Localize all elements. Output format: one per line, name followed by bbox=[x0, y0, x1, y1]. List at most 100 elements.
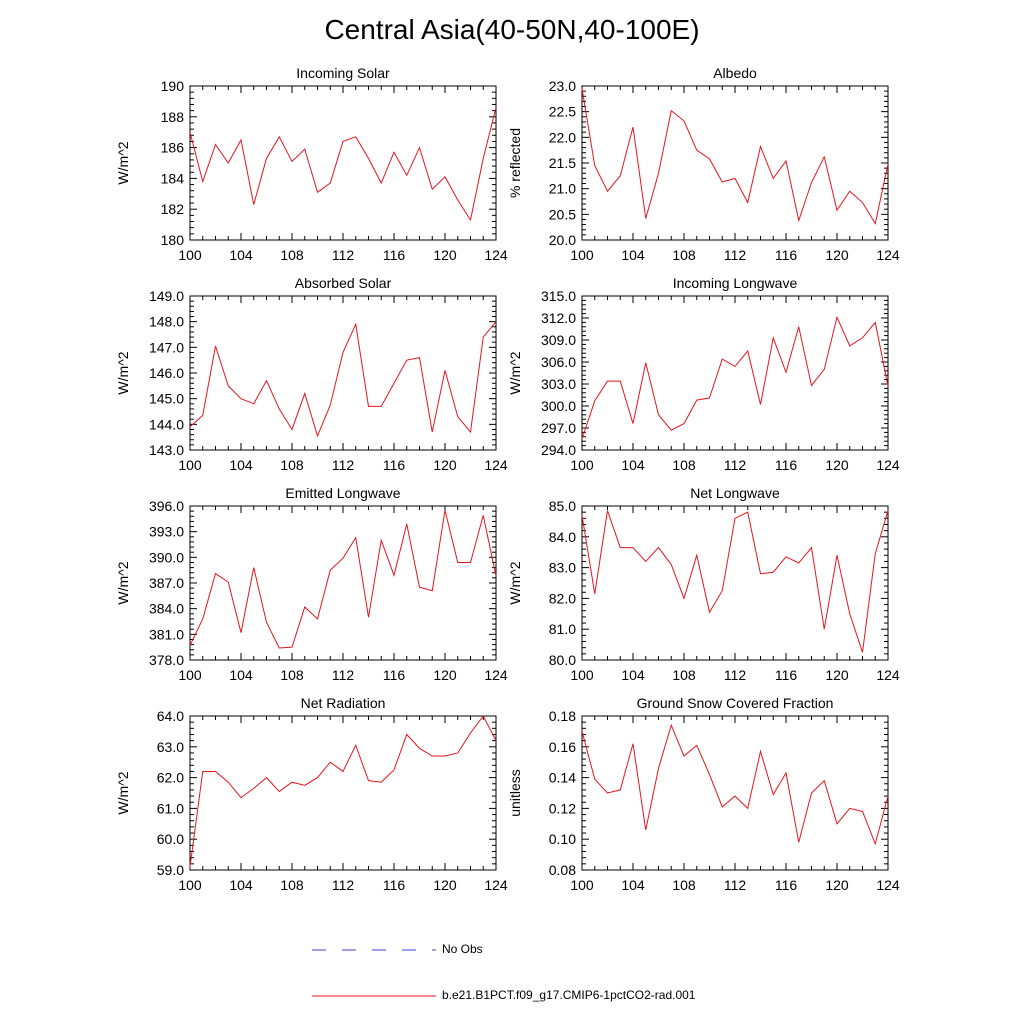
x-tick-label: 104 bbox=[229, 247, 253, 263]
x-tick-label: 100 bbox=[178, 457, 202, 473]
x-tick-label: 124 bbox=[484, 877, 508, 893]
x-tick-label: 124 bbox=[876, 667, 900, 683]
y-tick-label: 61.0 bbox=[157, 800, 184, 816]
x-tick-label: 100 bbox=[570, 877, 594, 893]
y-tick-label: 85.0 bbox=[549, 498, 576, 514]
y-tick-label: 80.0 bbox=[549, 652, 576, 668]
series-line-model bbox=[581, 88, 889, 225]
y-tick-label: 59.0 bbox=[157, 862, 184, 878]
x-tick-label: 120 bbox=[433, 247, 457, 263]
y-tick-label: 149.0 bbox=[149, 288, 184, 304]
legend-model-label: b.e21.B1PCT.f09_g17.CMIP6-1pctCO2-rad.00… bbox=[442, 988, 696, 1002]
y-axis-label: W/m^2 bbox=[115, 561, 131, 604]
y-tick-label: 21.5 bbox=[549, 155, 576, 171]
y-tick-label: 83.0 bbox=[549, 560, 576, 576]
y-tick-label: 300.0 bbox=[541, 398, 576, 414]
y-tick-label: 62.0 bbox=[157, 770, 184, 786]
series-line-model bbox=[189, 107, 497, 222]
series-line-model bbox=[189, 321, 497, 438]
panel-title: Absorbed Solar bbox=[295, 275, 392, 291]
x-tick-label: 120 bbox=[825, 457, 849, 473]
x-tick-label: 108 bbox=[672, 877, 696, 893]
y-tick-label: 188 bbox=[161, 109, 185, 125]
plot-frame bbox=[189, 295, 497, 451]
y-tick-label: 63.0 bbox=[157, 739, 184, 755]
x-tick-label: 104 bbox=[229, 877, 253, 893]
y-tick-label: 182 bbox=[161, 201, 185, 217]
x-tick-label: 112 bbox=[332, 247, 355, 263]
x-tick-label: 112 bbox=[724, 457, 747, 473]
y-tick-label: 186 bbox=[161, 140, 185, 156]
x-tick-label: 116 bbox=[383, 877, 406, 893]
y-tick-label: 180 bbox=[161, 232, 185, 248]
y-tick-label: 20.0 bbox=[549, 232, 576, 248]
plot-frame bbox=[189, 85, 497, 241]
y-tick-label: 145.0 bbox=[149, 391, 184, 407]
y-tick-label: 23.0 bbox=[549, 78, 576, 94]
y-tick-label: 0.12 bbox=[549, 800, 576, 816]
plot-frame bbox=[189, 715, 497, 871]
y-tick-label: 148.0 bbox=[149, 314, 184, 330]
plot-frame bbox=[581, 85, 889, 241]
y-tick-label: 390.0 bbox=[149, 549, 184, 565]
y-tick-label: 315.0 bbox=[541, 288, 576, 304]
y-axis-label: W/m^2 bbox=[115, 351, 131, 394]
y-tick-label: 190 bbox=[161, 78, 185, 94]
x-tick-label: 120 bbox=[433, 667, 457, 683]
panel-title: Incoming Solar bbox=[296, 65, 390, 81]
y-tick-label: 387.0 bbox=[149, 575, 184, 591]
y-tick-label: 143.0 bbox=[149, 442, 184, 458]
y-axis-label: W/m^2 bbox=[507, 561, 523, 604]
y-tick-label: 184 bbox=[161, 170, 185, 186]
panel-2: Albedo % reflected 20.0 20.5 21.0 21.5 22.0 22.… bbox=[507, 65, 900, 263]
y-tick-label: 309.0 bbox=[541, 332, 576, 348]
x-tick-label: 108 bbox=[280, 877, 304, 893]
x-tick-label: 100 bbox=[570, 457, 594, 473]
y-tick-label: 22.5 bbox=[549, 104, 576, 120]
panel-title: Incoming Longwave bbox=[673, 275, 798, 291]
x-tick-label: 112 bbox=[724, 247, 747, 263]
y-tick-label: 378.0 bbox=[149, 652, 184, 668]
panel-title: Emitted Longwave bbox=[285, 485, 400, 501]
x-tick-label: 100 bbox=[570, 247, 594, 263]
y-tick-label: 0.14 bbox=[549, 770, 576, 786]
series-line-model bbox=[581, 315, 889, 440]
y-tick-label: 60.0 bbox=[157, 831, 184, 847]
x-tick-label: 124 bbox=[876, 457, 900, 473]
x-tick-label: 116 bbox=[383, 667, 406, 683]
y-axis-label: W/m^2 bbox=[115, 141, 131, 184]
x-tick-label: 120 bbox=[433, 877, 457, 893]
y-tick-label: 306.0 bbox=[541, 354, 576, 370]
panel-title: Net Radiation bbox=[301, 695, 386, 711]
plot-frame bbox=[581, 715, 889, 871]
y-tick-label: 81.0 bbox=[549, 621, 576, 637]
y-tick-label: 294.0 bbox=[541, 442, 576, 458]
x-tick-label: 112 bbox=[332, 457, 355, 473]
x-tick-label: 112 bbox=[724, 877, 747, 893]
y-tick-label: 393.0 bbox=[149, 524, 184, 540]
y-tick-label: 0.16 bbox=[549, 739, 576, 755]
y-tick-label: 64.0 bbox=[157, 708, 184, 724]
x-tick-label: 108 bbox=[280, 667, 304, 683]
figure-title: Central Asia(40-50N,40-100E) bbox=[324, 14, 700, 45]
panel-6: Net Longwave W/m^2 80.0 81.0 82.0 83.0 84.0 85.… bbox=[507, 485, 900, 683]
y-tick-label: 0.18 bbox=[549, 708, 576, 724]
x-tick-label: 124 bbox=[484, 457, 508, 473]
x-tick-label: 112 bbox=[332, 667, 355, 683]
x-tick-label: 120 bbox=[825, 877, 849, 893]
series-line-model bbox=[189, 510, 497, 649]
x-tick-label: 100 bbox=[178, 667, 202, 683]
y-axis-label: unitless bbox=[507, 769, 523, 816]
x-tick-label: 112 bbox=[724, 667, 747, 683]
panel-4: Incoming Longwave W/m^2 294.0 297.0 300.0 303… bbox=[507, 275, 900, 473]
y-tick-label: 312.0 bbox=[541, 310, 576, 326]
x-tick-label: 120 bbox=[825, 247, 849, 263]
y-tick-label: 381.0 bbox=[149, 626, 184, 642]
y-axis-label: W/m^2 bbox=[115, 771, 131, 814]
y-tick-label: 396.0 bbox=[149, 498, 184, 514]
y-axis-label: % reflected bbox=[507, 128, 523, 198]
x-tick-label: 116 bbox=[383, 247, 406, 263]
x-tick-label: 104 bbox=[229, 457, 253, 473]
x-tick-label: 124 bbox=[876, 247, 900, 263]
x-tick-label: 100 bbox=[178, 877, 202, 893]
